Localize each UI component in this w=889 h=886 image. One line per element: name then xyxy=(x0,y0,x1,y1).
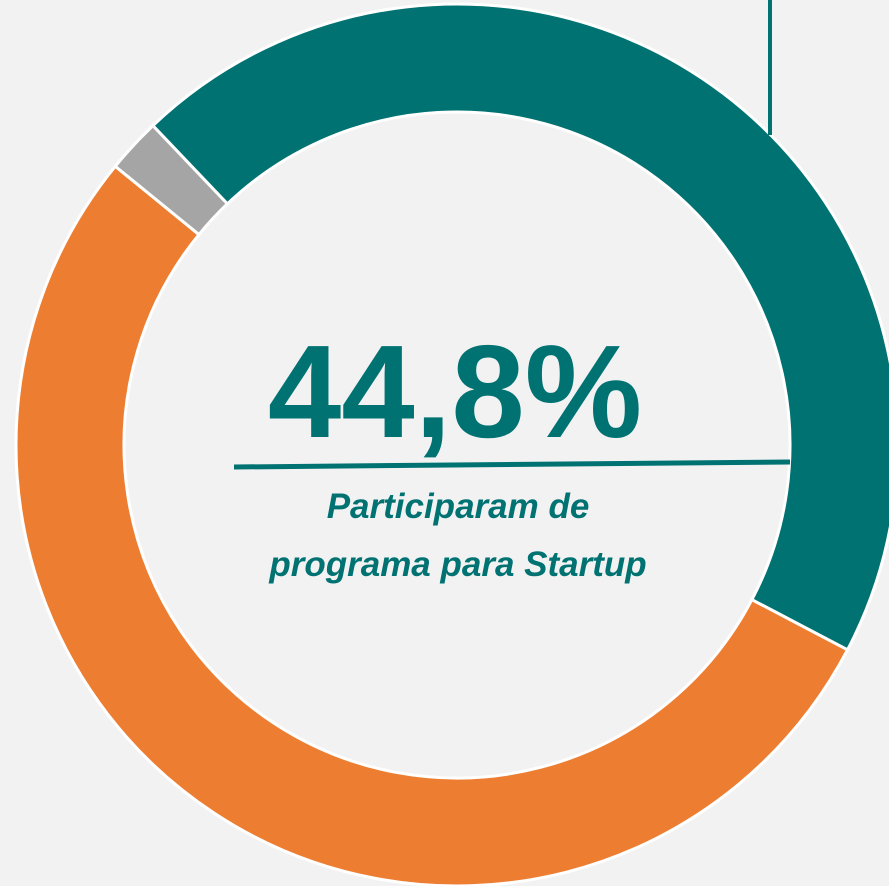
divider-line xyxy=(233,459,791,470)
donut-slice xyxy=(14,164,850,886)
donut xyxy=(14,2,889,886)
annotation-line: Participaram de xyxy=(327,487,590,526)
annotation-line: programa para Startup xyxy=(268,545,646,584)
center-value: 44,8% xyxy=(268,318,642,465)
donut-slice xyxy=(150,2,889,652)
donut-slice xyxy=(113,123,230,237)
